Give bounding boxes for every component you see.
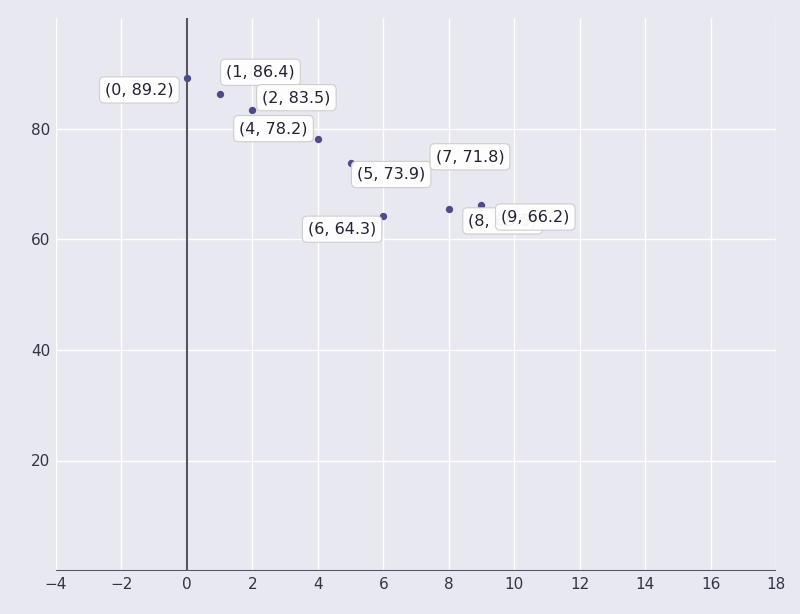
Point xyxy=(214,88,226,98)
Text: (5, 73.9): (5, 73.9) xyxy=(357,167,426,182)
Point xyxy=(344,158,357,168)
Point xyxy=(475,200,488,210)
Point xyxy=(377,211,390,220)
Point xyxy=(181,73,194,83)
Point xyxy=(246,104,258,114)
Text: (4, 78.2): (4, 78.2) xyxy=(239,121,308,136)
Text: (8, 65.5): (8, 65.5) xyxy=(468,214,537,228)
Text: (7, 71.8): (7, 71.8) xyxy=(436,149,504,165)
Text: (0, 89.2): (0, 89.2) xyxy=(105,82,174,98)
Text: (1, 86.4): (1, 86.4) xyxy=(226,64,295,80)
Point xyxy=(410,169,422,179)
Point xyxy=(311,134,324,144)
Text: (2, 83.5): (2, 83.5) xyxy=(262,90,330,105)
Text: (6, 64.3): (6, 64.3) xyxy=(308,222,376,237)
Point xyxy=(442,204,455,214)
Text: (9, 66.2): (9, 66.2) xyxy=(501,209,570,225)
